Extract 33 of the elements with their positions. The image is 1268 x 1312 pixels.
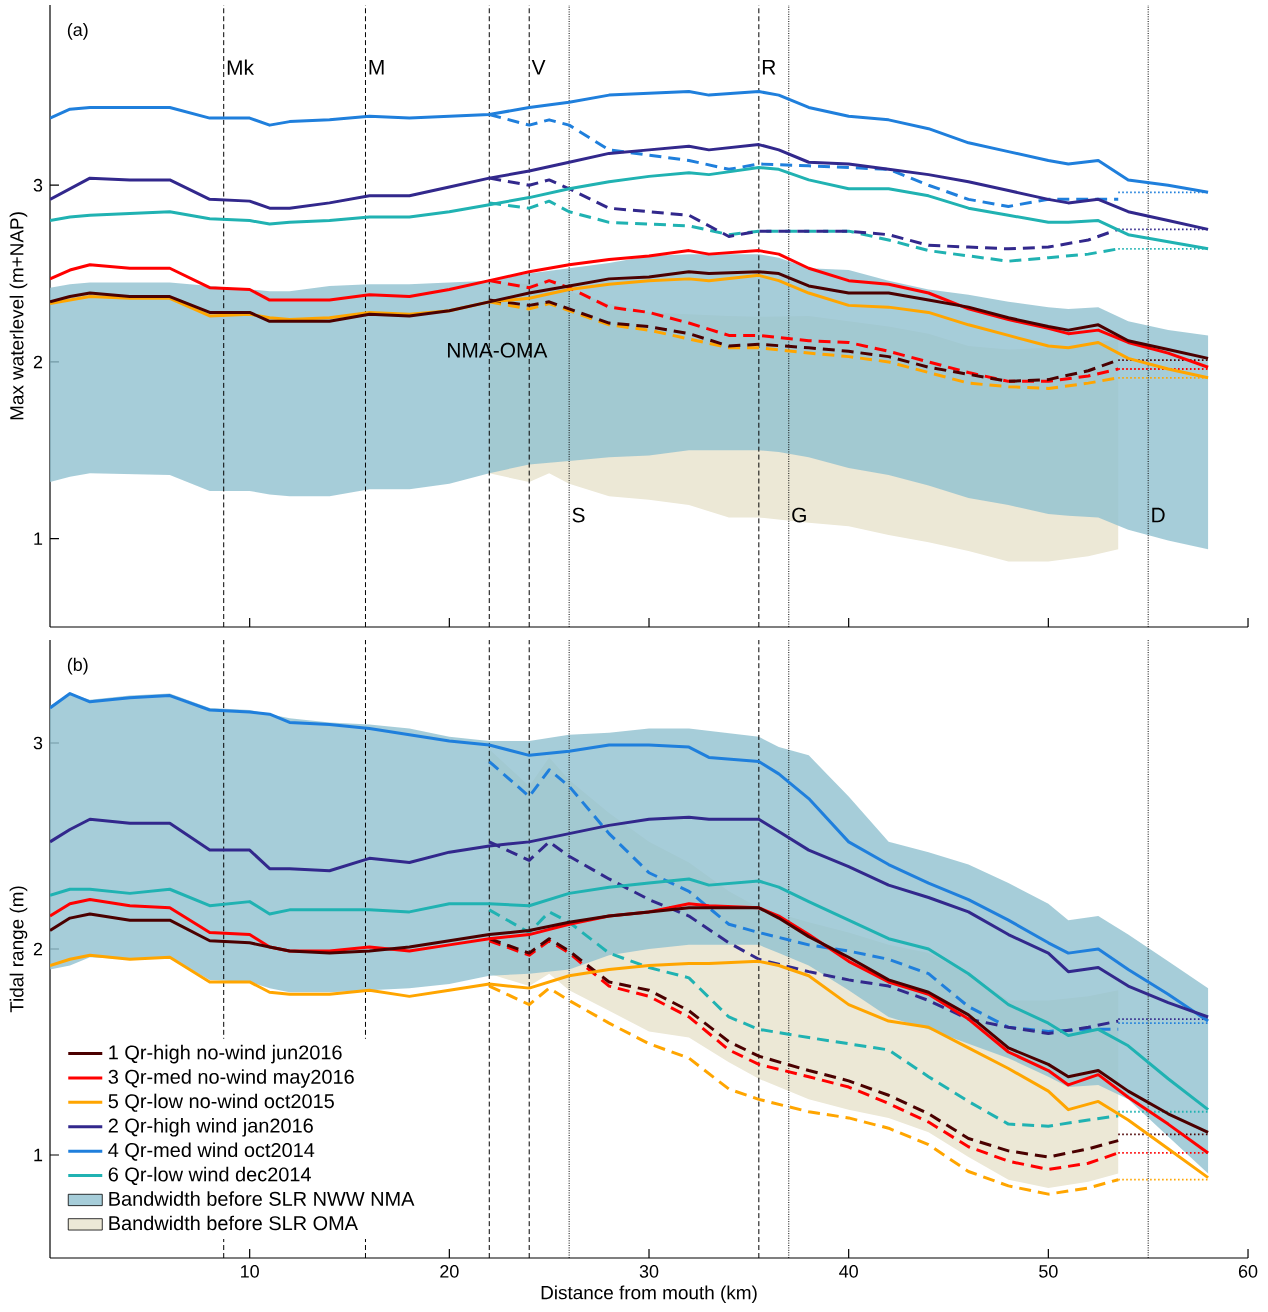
x-tick-label: 60: [1238, 1265, 1258, 1278]
legend-label: Bandwidth before SLR OMA: [109, 1215, 358, 1231]
x-axis-title: Distance from mouth (km): [541, 1285, 757, 1304]
legend-label: 5 Qr-low no-wind oct2015: [108, 1093, 334, 1112]
ref-line-label: G: [792, 507, 806, 523]
y-tick-label: 3: [33, 178, 43, 192]
x-tick-label: 20: [440, 1265, 459, 1278]
ref-line-label: V: [531, 60, 546, 75]
y-tick-label: 3: [33, 736, 43, 750]
x-tick-label: 30: [639, 1265, 659, 1278]
ref-line-label: R: [762, 60, 776, 75]
legend-label: 4 Qr-med wind oct2014: [108, 1142, 315, 1161]
x-tick-label: 50: [1039, 1265, 1058, 1278]
y-tick-label: 2: [33, 942, 43, 956]
y-tick-label: 2: [33, 355, 43, 369]
text: (b): [67, 657, 88, 675]
legend-label: 2 Qr-high wind jan2016: [108, 1118, 313, 1137]
ref-line-label: D: [1152, 507, 1165, 523]
ref-line-label: M: [369, 60, 384, 75]
annotation: NMA-OMA: [448, 342, 548, 358]
legend-label: 1 Qr-high no-wind jun2016: [109, 1044, 342, 1064]
y-axis-title: Tidal range (m): [9, 886, 28, 1013]
y-tick-label: 1: [34, 1148, 43, 1162]
ref-line-label: S: [572, 507, 585, 523]
ref-line-label: Mk: [227, 59, 254, 75]
legend-label: Bandwidth before SLR NWW NMA: [109, 1191, 415, 1206]
legend-label: 6 Qr-low wind dec2014: [108, 1166, 311, 1186]
x-tick-label: 40: [839, 1265, 858, 1278]
x-tick-label: 10: [241, 1265, 259, 1278]
y-axis-title: Max waterlevel (m+NAP): [9, 212, 28, 420]
legend-label: 3 Qr-med no-wind may2016: [108, 1069, 354, 1088]
text: (a): [67, 22, 88, 40]
y-tick-label: 1: [34, 532, 43, 545]
